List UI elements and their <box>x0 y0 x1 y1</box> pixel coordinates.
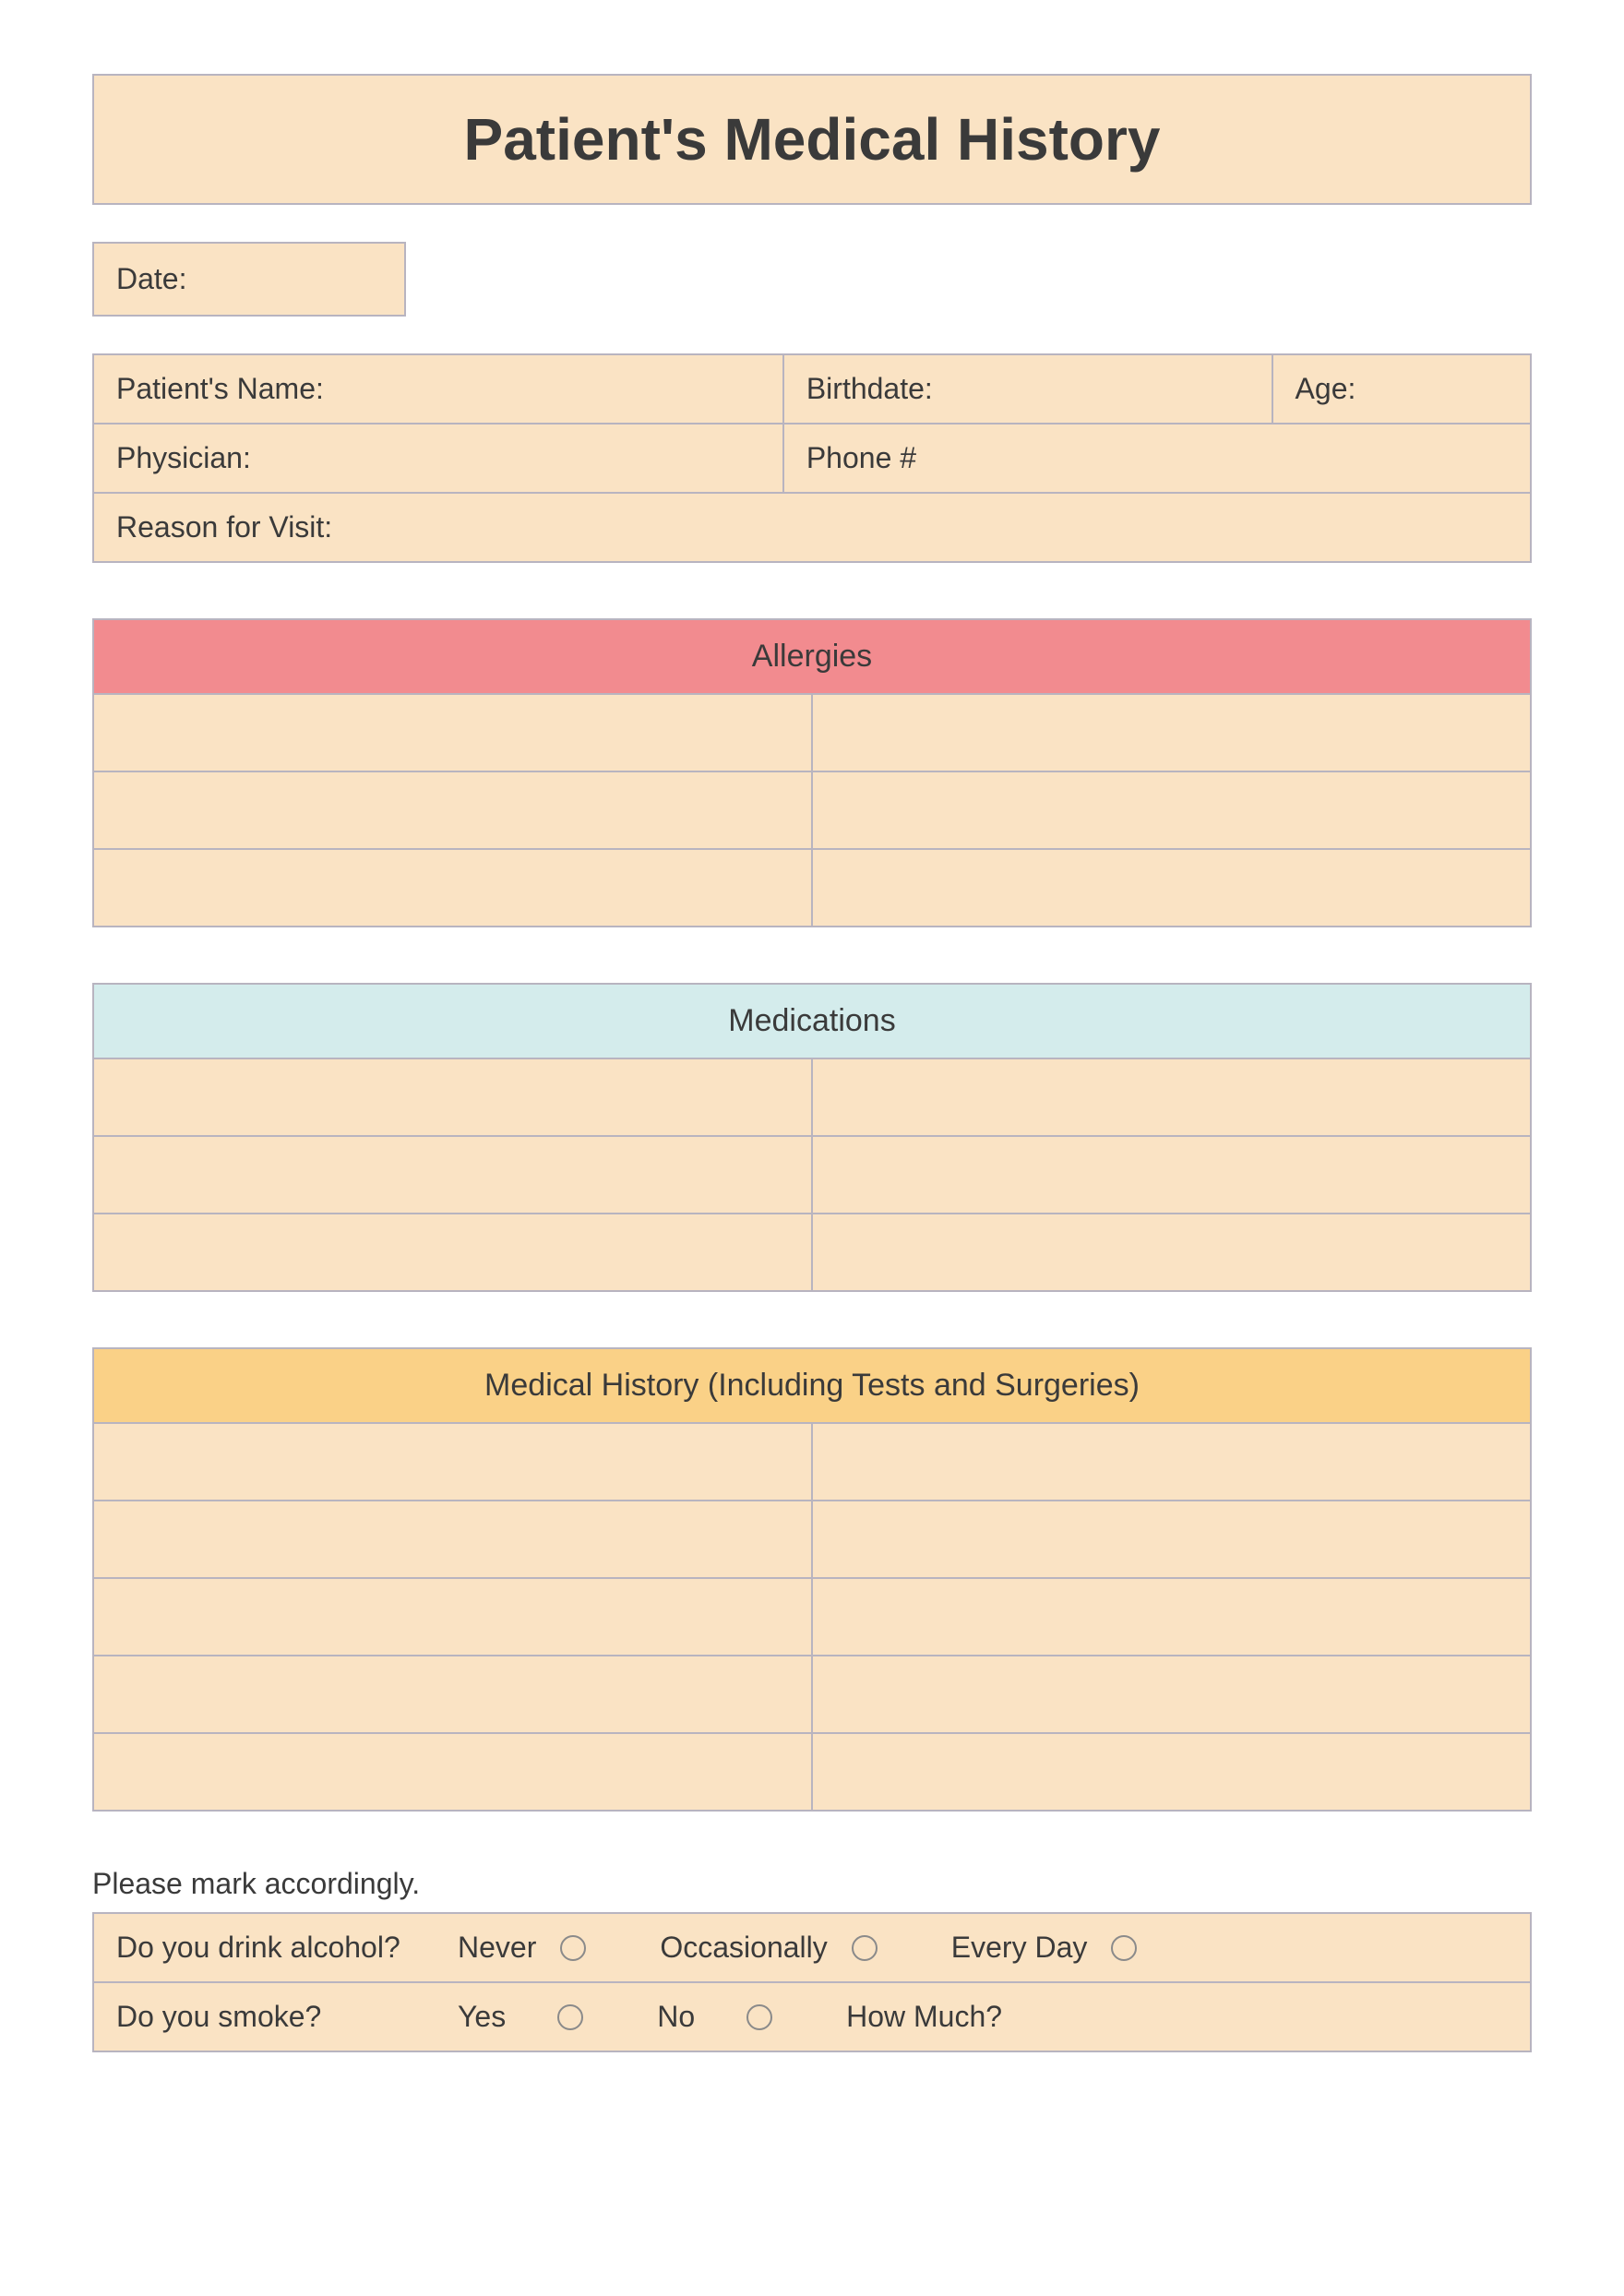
age-field[interactable]: Age: <box>1272 354 1531 424</box>
physician-field[interactable]: Physician: <box>93 424 783 493</box>
radio-icon <box>557 2004 583 2030</box>
history-cell[interactable] <box>812 1578 1531 1656</box>
history-header: Medical History (Including Tests and Sur… <box>93 1348 1531 1423</box>
instruction-text: Please mark accordingly. <box>92 1867 1532 1901</box>
history-cell[interactable] <box>812 1423 1531 1501</box>
smoke-option-yes[interactable]: Yes <box>458 2000 583 2034</box>
reason-field[interactable]: Reason for Visit: <box>93 493 1531 562</box>
title-box: Patient's Medical History <box>92 74 1532 205</box>
history-cell[interactable] <box>812 1501 1531 1578</box>
allergies-cell[interactable] <box>812 771 1531 849</box>
alcohol-option-occasionally[interactable]: Occasionally <box>660 1931 877 1965</box>
history-cell[interactable] <box>93 1501 812 1578</box>
history-cell[interactable] <box>93 1578 812 1656</box>
smoke-howmuch-label: How Much? <box>846 2000 1002 2034</box>
smoke-option-no[interactable]: No <box>657 2000 772 2034</box>
smoke-question-label: Do you smoke? <box>116 2000 458 2034</box>
medications-cell[interactable] <box>812 1136 1531 1214</box>
allergies-cell[interactable] <box>93 849 812 927</box>
allergies-table: Allergies <box>92 618 1532 927</box>
radio-icon <box>560 1935 586 1961</box>
questions-table: Do you drink alcohol? Never Occasionally… <box>92 1912 1532 2052</box>
allergies-cell[interactable] <box>812 694 1531 771</box>
radio-icon <box>746 2004 772 2030</box>
radio-icon <box>1111 1935 1137 1961</box>
history-cell[interactable] <box>93 1656 812 1733</box>
date-field[interactable]: Date: <box>92 242 406 317</box>
medications-cell[interactable] <box>812 1058 1531 1136</box>
alcohol-question-label: Do you drink alcohol? <box>116 1931 458 1965</box>
radio-icon <box>852 1935 878 1961</box>
history-cell[interactable] <box>812 1656 1531 1733</box>
page-title: Patient's Medical History <box>113 105 1511 173</box>
medications-table: Medications <box>92 983 1532 1292</box>
medications-cell[interactable] <box>812 1214 1531 1291</box>
allergies-cell[interactable] <box>93 771 812 849</box>
alcohol-option-everyday[interactable]: Every Day <box>951 1931 1138 1965</box>
medications-header: Medications <box>93 984 1531 1058</box>
alcohol-option-never[interactable]: Never <box>458 1931 586 1965</box>
allergies-cell[interactable] <box>93 694 812 771</box>
phone-field[interactable]: Phone # <box>783 424 1531 493</box>
patient-name-field[interactable]: Patient's Name: <box>93 354 783 424</box>
history-cell[interactable] <box>93 1733 812 1811</box>
alcohol-question-row: Do you drink alcohol? Never Occasionally… <box>93 1913 1531 1982</box>
smoke-question-row: Do you smoke? Yes No How Much? <box>93 1982 1531 2051</box>
birthdate-field[interactable]: Birthdate: <box>783 354 1272 424</box>
patient-info-table: Patient's Name: Birthdate: Age: Physicia… <box>92 353 1532 563</box>
medications-cell[interactable] <box>93 1136 812 1214</box>
allergies-header: Allergies <box>93 619 1531 694</box>
history-cell[interactable] <box>93 1423 812 1501</box>
medications-cell[interactable] <box>93 1058 812 1136</box>
allergies-cell[interactable] <box>812 849 1531 927</box>
history-table: Medical History (Including Tests and Sur… <box>92 1347 1532 1812</box>
medications-cell[interactable] <box>93 1214 812 1291</box>
history-cell[interactable] <box>812 1733 1531 1811</box>
